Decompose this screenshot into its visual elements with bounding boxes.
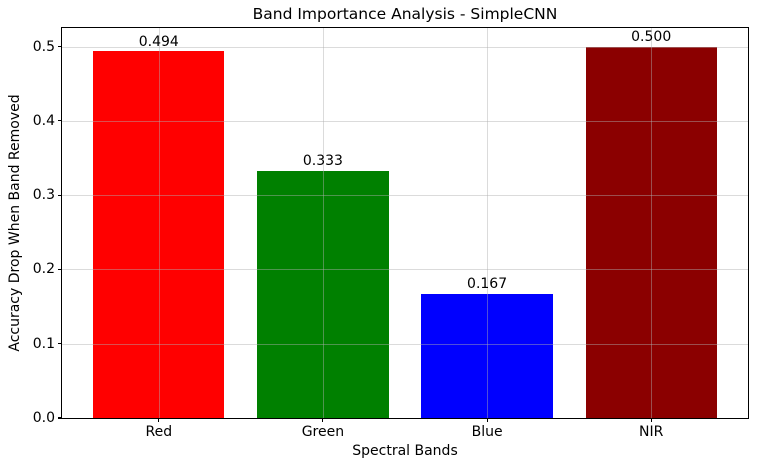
- x-tick-mark: [322, 418, 324, 422]
- y-tick-mark: [58, 194, 62, 196]
- x-tick-mark: [650, 418, 652, 422]
- bar-blue: [421, 293, 553, 418]
- x-tick-label: Green: [301, 424, 345, 440]
- y-tick-mark: [58, 417, 62, 419]
- x-gridline: [322, 28, 324, 418]
- x-tick-mark: [158, 418, 160, 422]
- x-tick-mark: [486, 418, 488, 422]
- y-gridline: [62, 418, 748, 419]
- bar-value-label: 0.500: [631, 29, 672, 46]
- x-tick-label: NIR: [639, 424, 664, 440]
- y-gridline: [62, 269, 748, 271]
- x-tick-label: Blue: [471, 424, 503, 440]
- y-tick-label: 0.5: [32, 38, 55, 55]
- x-axis-label: Spectral Bands: [352, 443, 458, 459]
- bar-green: [257, 170, 389, 418]
- y-tick-label: 0.0: [32, 410, 55, 426]
- y-gridline: [62, 120, 748, 122]
- y-tick-mark: [58, 46, 62, 48]
- y-tick-label: 0.1: [32, 335, 55, 352]
- y-gridline: [62, 46, 748, 48]
- bar-nir: [585, 46, 717, 418]
- y-tick-label: 0.3: [32, 187, 55, 204]
- x-tick-label: Red: [145, 424, 173, 440]
- x-gridline: [158, 28, 160, 418]
- y-tick-mark: [58, 343, 62, 345]
- bar-value-label: 0.333: [302, 153, 343, 170]
- y-tick-mark: [58, 268, 62, 270]
- x-gridline: [487, 28, 489, 418]
- bar-value-label: 0.167: [467, 276, 508, 293]
- y-tick-mark: [58, 120, 62, 122]
- bar-value-label: 0.494: [138, 33, 179, 50]
- y-axis-label: Accuracy Drop When Band Removed: [7, 94, 23, 352]
- y-gridline: [62, 343, 748, 345]
- chart-title: Band Importance Analysis - SimpleCNN: [252, 5, 558, 23]
- x-gridline: [651, 28, 653, 418]
- y-tick-label: 0.2: [32, 261, 55, 278]
- plot-area: 0.494 0.333 0.167 0.500: [62, 28, 748, 419]
- y-gridline: [62, 195, 748, 197]
- bar-red: [93, 51, 225, 418]
- y-tick-label: 0.4: [32, 112, 55, 129]
